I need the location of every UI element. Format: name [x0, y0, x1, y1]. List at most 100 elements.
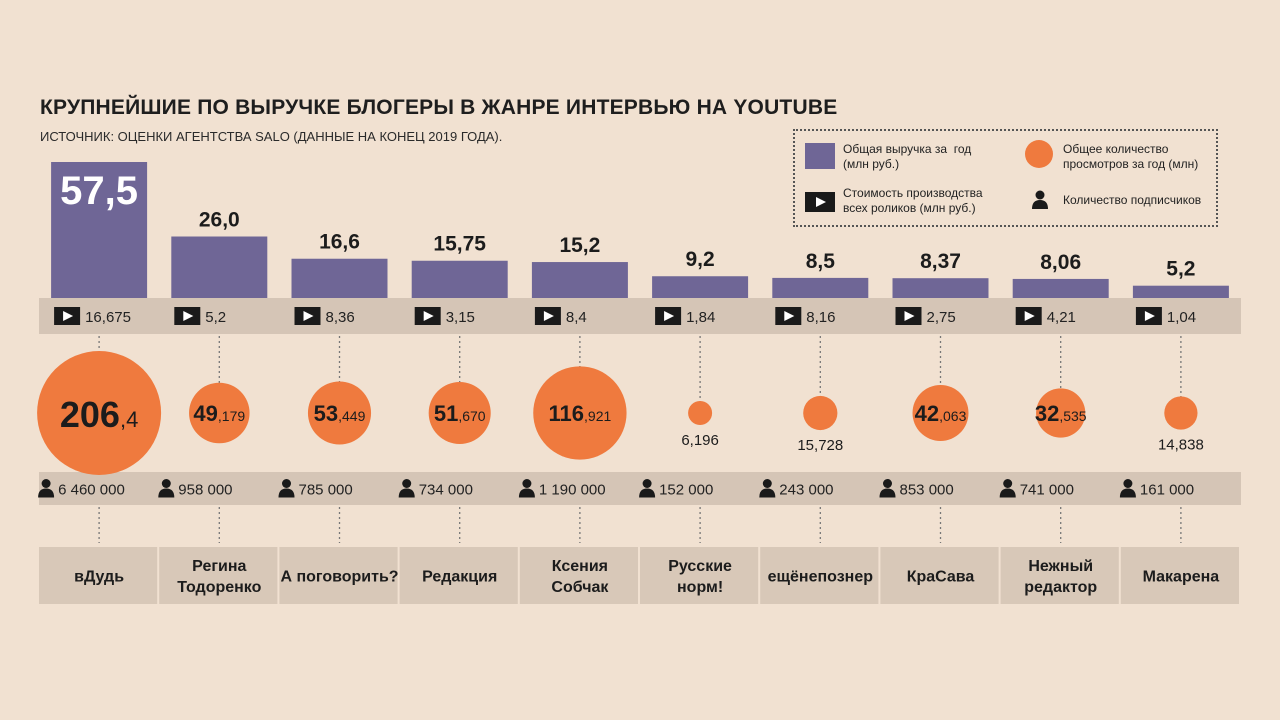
revenue-bar [1012, 278, 1109, 298]
play-icon-triangle [784, 311, 795, 321]
category-label-line: Собчак [551, 579, 609, 596]
revenue-bar [171, 236, 268, 298]
views-circle [533, 366, 627, 460]
person-icon-body [278, 488, 295, 498]
revenue-label: 57,5 [60, 169, 138, 213]
play-icon-triangle [1144, 311, 1155, 321]
person-icon [879, 479, 896, 498]
play-icon [534, 307, 561, 325]
category-label: вДудь [74, 569, 124, 586]
play-icon [895, 307, 922, 325]
revenue-label: 5,2 [1166, 258, 1195, 281]
play-icon [54, 307, 81, 325]
views-label: 51,670 [434, 401, 486, 426]
views-label-integer: 49 [193, 401, 217, 426]
views-label: 6,196 [681, 432, 719, 449]
views-label: 15,728 [797, 437, 843, 454]
revenue-label: 8,37 [920, 250, 961, 273]
play-icon [775, 307, 802, 325]
views-label: 116,921 [549, 401, 612, 426]
subscribers-label: 1 190 000 [539, 482, 606, 499]
person-icon-body [158, 488, 175, 498]
category-label-line: Регина [192, 558, 246, 575]
person-icon [518, 479, 535, 498]
revenue-bar [772, 277, 869, 298]
subscribers-label: 785 000 [299, 482, 353, 499]
person-icon-body [1119, 488, 1136, 498]
cost-label: 5,2 [205, 309, 226, 326]
legend-subscribers-label: Количество подписчиков [1063, 193, 1202, 207]
cost-label: 8,16 [806, 309, 835, 326]
name-cell [640, 547, 759, 604]
revenue-label: 8,06 [1040, 251, 1081, 274]
revenue-label: 26,0 [199, 209, 240, 232]
subscribers-label: 853 000 [900, 482, 954, 499]
name-cell [279, 547, 398, 604]
person-icon-head [402, 479, 412, 488]
views-label-integer: 53 [314, 401, 338, 426]
category-label-line: редактор [1024, 579, 1097, 596]
cost-label: 3,15 [446, 309, 475, 326]
person-icon [759, 479, 776, 498]
legend-cost-label: Стоимость производства всех роликов (млн… [843, 186, 983, 215]
category-label-line: вДудь [74, 569, 124, 586]
play-icon [1135, 307, 1162, 325]
views-circle [307, 381, 372, 445]
play-icon [414, 307, 441, 325]
person-icon-head [161, 479, 171, 488]
category-label-line: Русские [668, 558, 732, 575]
category-label: Ксения Собчак [551, 558, 609, 596]
views-label: 14,838 [1158, 437, 1204, 454]
person-icon-body [398, 488, 415, 498]
person-icon-head [642, 479, 652, 488]
views-label-integer: 206 [60, 394, 120, 435]
revenue-bar [531, 262, 628, 298]
play-icon-triangle [543, 311, 554, 321]
views-circle [1036, 388, 1086, 438]
category-label: Макарена [1143, 569, 1220, 586]
revenue-bar [411, 260, 508, 298]
play-icon-triangle [423, 311, 434, 321]
name-cell [399, 547, 518, 604]
name-cell [159, 547, 278, 604]
cost-label: 16,675 [85, 309, 131, 326]
revenue-bar [892, 278, 989, 298]
chart-title: КРУПНЕЙШИЕ ПО ВЫРУЧКЕ БЛОГЕРЫ В ЖАНРЕ ИН… [40, 96, 838, 119]
name-cell [1000, 547, 1119, 604]
legend: Общая выручка за год (млн руб.) Стоимост… [793, 129, 1218, 227]
person-icon-body [38, 488, 55, 498]
name-cell [760, 547, 879, 604]
category-label-line: Редакция [422, 569, 497, 586]
category-label-line: КраСава [907, 569, 975, 586]
views-label-integer: 42 [915, 401, 939, 426]
cost-label: 1,84 [686, 309, 715, 326]
play-icon-triangle [664, 311, 675, 321]
revenue-label: 15,75 [433, 233, 486, 256]
person-icon-head [1003, 479, 1013, 488]
views-label-integer: 116 [549, 401, 585, 426]
play-icon-triangle [303, 311, 314, 321]
person-icon-head [883, 479, 892, 488]
views-circle [428, 381, 491, 445]
cost-label: 2,75 [927, 309, 956, 326]
person-icon-body [759, 488, 776, 498]
person-icon-head [41, 479, 51, 488]
views-label-integer: 32 [1035, 401, 1059, 426]
name-cell [39, 547, 158, 604]
name-cell [519, 547, 638, 604]
chart-subtitle: ИСТОЧНИК: ОЦЕНКИ АГЕНТСТВА SALO (ДАННЫЕ … [40, 129, 503, 144]
category-label-line: норм! [677, 579, 723, 596]
category-label: Русские норм! [668, 558, 732, 596]
category-label: А поговорить? [280, 569, 398, 586]
views-label-integer: 51 [434, 401, 458, 426]
person-icon-head [522, 479, 532, 488]
cost-label: 8,4 [566, 309, 587, 326]
category-label: КраСава [907, 569, 975, 586]
subscribers-label: 958 000 [178, 482, 232, 499]
person-icon [398, 479, 415, 498]
person-icon [639, 479, 656, 498]
play-icon [174, 307, 201, 325]
revenue-label: 16,6 [319, 231, 360, 254]
revenue-label: 8,5 [806, 250, 836, 273]
person-icon-body [518, 488, 535, 498]
